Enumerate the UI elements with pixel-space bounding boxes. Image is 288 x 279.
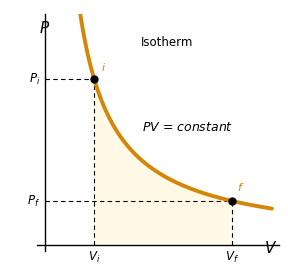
Text: $P_f$: $P_f$ (27, 194, 40, 209)
Text: $PV$ = constant: $PV$ = constant (142, 121, 234, 134)
Text: $V$: $V$ (264, 240, 277, 256)
Text: $i$: $i$ (101, 61, 106, 73)
Text: $P$: $P$ (39, 20, 50, 37)
Text: $P_i$: $P_i$ (29, 72, 40, 87)
Text: $V_f$: $V_f$ (226, 250, 239, 265)
Text: $V_i$: $V_i$ (88, 250, 100, 265)
Text: $f$: $f$ (237, 181, 245, 193)
Text: Isotherm: Isotherm (141, 36, 194, 49)
Polygon shape (94, 79, 232, 245)
